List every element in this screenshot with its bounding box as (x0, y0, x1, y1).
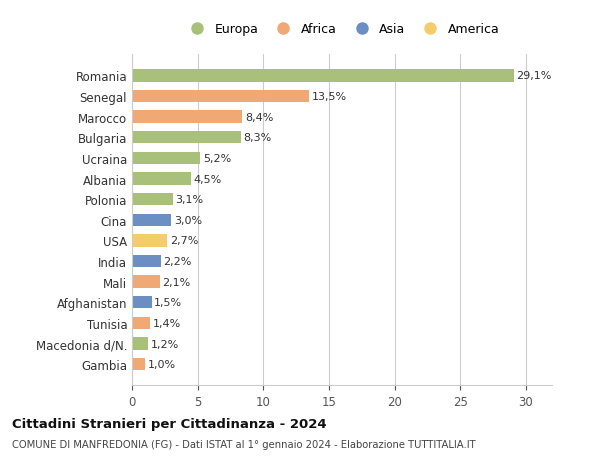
Bar (132, 152, 200, 165)
Bar (132, 111, 242, 123)
Text: 2,1%: 2,1% (162, 277, 190, 287)
Bar (132, 297, 152, 309)
Bar (132, 132, 241, 144)
Text: 8,4%: 8,4% (245, 112, 273, 123)
Text: 1,4%: 1,4% (153, 318, 181, 328)
Legend: Europa, Africa, Asia, America: Europa, Africa, Asia, America (179, 18, 505, 41)
Text: COMUNE DI MANFREDONIA (FG) - Dati ISTAT al 1° gennaio 2024 - Elaborazione TUTTIT: COMUNE DI MANFREDONIA (FG) - Dati ISTAT … (12, 440, 476, 449)
Bar (132, 235, 167, 247)
Text: Cittadini Stranieri per Cittadinanza - 2024: Cittadini Stranieri per Cittadinanza - 2… (12, 417, 326, 430)
Bar (132, 194, 173, 206)
Bar (132, 214, 172, 226)
Text: 1,0%: 1,0% (148, 359, 176, 369)
Text: 13,5%: 13,5% (312, 92, 347, 102)
Text: 1,5%: 1,5% (154, 297, 182, 308)
Bar (132, 317, 151, 330)
Bar (132, 358, 145, 370)
Bar (132, 70, 514, 83)
Text: 1,2%: 1,2% (151, 339, 179, 349)
Text: 4,5%: 4,5% (194, 174, 222, 184)
Text: 5,2%: 5,2% (203, 154, 231, 163)
Bar (132, 173, 191, 185)
Bar (132, 255, 161, 268)
Text: 2,7%: 2,7% (170, 236, 199, 246)
Bar (132, 276, 160, 288)
Text: 8,3%: 8,3% (244, 133, 272, 143)
Bar (132, 338, 148, 350)
Text: 3,0%: 3,0% (174, 215, 202, 225)
Text: 3,1%: 3,1% (175, 195, 203, 205)
Text: 29,1%: 29,1% (517, 71, 552, 81)
Bar (132, 91, 309, 103)
Text: 2,2%: 2,2% (163, 257, 192, 267)
